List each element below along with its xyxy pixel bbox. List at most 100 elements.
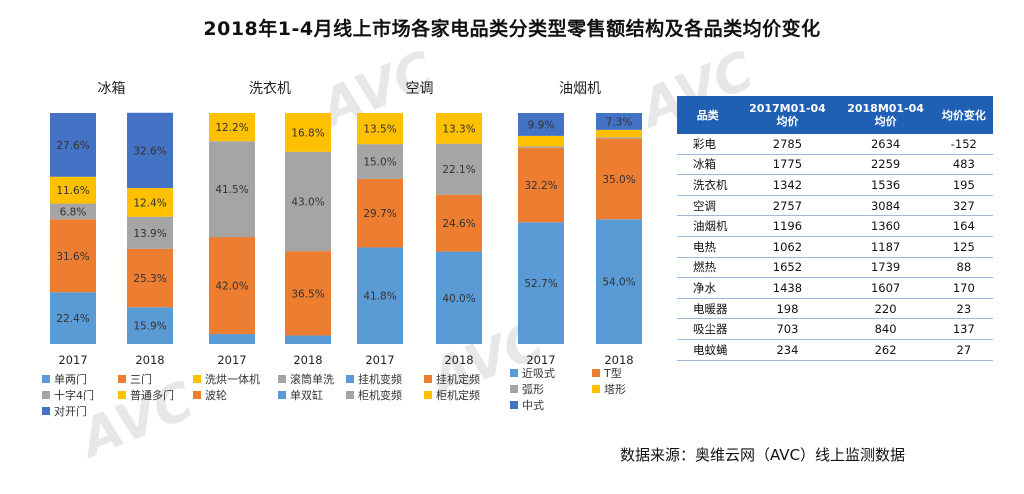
data-label: 6.8% xyxy=(60,206,87,218)
data-label: 31.6% xyxy=(56,251,89,263)
table-cell: 1196 xyxy=(738,215,837,237)
data-label: 41.5% xyxy=(215,184,248,196)
bar-segment xyxy=(596,138,642,220)
data-label: 35.0% xyxy=(602,174,635,186)
table-cell: 1739 xyxy=(836,257,935,279)
legend-swatch xyxy=(42,407,50,415)
table-row: 吸尘器 703 840 137 xyxy=(677,318,993,340)
legend-label: 塔形 xyxy=(604,383,626,396)
data-label: 15.9% xyxy=(133,321,166,333)
table-cell: 840 xyxy=(836,318,935,340)
data-label: 24.6% xyxy=(442,218,475,230)
bar-segment xyxy=(209,113,255,142)
legend-label: 波轮 xyxy=(205,388,227,402)
legend-swatch xyxy=(510,369,518,377)
bar-segment xyxy=(127,188,173,217)
bar-segment xyxy=(285,335,331,344)
legend-label: 滚筒单洗 xyxy=(290,372,334,386)
data-label: 52.7% xyxy=(524,278,557,290)
table-cell: 1607 xyxy=(836,277,935,299)
bar-segment xyxy=(50,219,96,293)
legend-label: 柜机变频 xyxy=(358,388,402,402)
table-row: 彩电 2785 2634 -152 xyxy=(677,134,993,155)
data-label: 15.0% xyxy=(363,157,396,169)
bar-segment xyxy=(436,143,482,195)
table-cell: 195 xyxy=(934,174,993,196)
legend-swatch xyxy=(42,391,50,399)
table-cell: 327 xyxy=(934,195,993,217)
table-cell: 1652 xyxy=(738,257,837,279)
year-label: 2018 xyxy=(135,353,164,367)
legend-swatch xyxy=(118,375,126,383)
bar-segment xyxy=(357,247,403,344)
table-cell: 空调 xyxy=(677,195,739,217)
table-cell: 262 xyxy=(836,339,935,361)
chart-title: 2018年1-4月线上市场各家电品类分类型零售额结构及各品类均价变化 xyxy=(203,18,821,40)
year-label: 2018 xyxy=(293,353,322,367)
table-header-cell: 2018M01-04 均价 xyxy=(836,96,935,134)
table-cell: 2634 xyxy=(836,134,935,155)
table-row: 冰箱 1775 2259 483 xyxy=(677,154,993,176)
bar-segment xyxy=(518,146,564,148)
table-body: 彩电 2785 2634 -152 冰箱 1775 2259 483 洗衣机 1342 1536 19… xyxy=(677,134,993,361)
legend-label: 弧形 xyxy=(522,382,544,396)
table-row: 油烟机 1196 1360 164 xyxy=(677,215,993,237)
bar-segment xyxy=(518,113,564,136)
table-cell: 23 xyxy=(934,298,993,320)
table-header-cell: 品类 xyxy=(677,96,739,134)
legend-swatch xyxy=(592,385,600,393)
legend-swatch xyxy=(424,391,432,399)
table-cell: 洗衣机 xyxy=(677,174,739,196)
table-cell: 1342 xyxy=(738,174,837,196)
table-cell: 220 xyxy=(836,298,935,320)
bar-segment xyxy=(127,248,173,308)
bar-segment xyxy=(518,222,564,344)
data-label: 12.4% xyxy=(133,197,166,209)
table-cell: 1775 xyxy=(738,154,837,176)
source-note: 数据来源：奥维云网（AVC）线上监测数据 xyxy=(620,446,906,464)
legend-label: 柜机定频 xyxy=(436,388,480,402)
bar-segment xyxy=(127,112,173,189)
group-title: 油烟机 xyxy=(559,81,601,97)
data-label: 54.0% xyxy=(602,277,635,289)
table-cell: 油烟机 xyxy=(677,215,739,237)
bar-segment xyxy=(596,129,642,138)
table-cell: 164 xyxy=(934,215,993,237)
table-cell: 137 xyxy=(934,318,993,340)
group-title: 冰箱 xyxy=(98,81,126,97)
table-cell: 彩电 xyxy=(677,134,739,155)
data-label: 16.8% xyxy=(291,127,324,139)
data-label: 32.2% xyxy=(524,180,557,192)
legend-label: 中式 xyxy=(522,399,544,412)
legend-swatch xyxy=(278,391,286,399)
legend-label: 十字4门 xyxy=(54,388,94,402)
data-label: 13.9% xyxy=(133,228,166,240)
table-cell: -152 xyxy=(934,134,993,155)
year-label: 2017 xyxy=(58,353,87,367)
table-row: 电蚊蝇 234 262 27 xyxy=(677,339,993,361)
table-cell: 170 xyxy=(934,277,993,299)
legend-label: 三门 xyxy=(130,372,152,386)
table-cell: 电热 xyxy=(677,236,739,258)
group-title: 空调 xyxy=(406,81,434,97)
bar-segment xyxy=(127,216,173,249)
table-cell: 1360 xyxy=(836,215,935,237)
table-cell: 88 xyxy=(934,257,993,279)
data-label: 11.6% xyxy=(56,185,89,197)
bar-segment xyxy=(357,113,403,145)
table-cell: 2757 xyxy=(738,195,837,217)
legend-label: 挂机定频 xyxy=(436,372,480,386)
table-row: 电热 1062 1187 125 xyxy=(677,236,993,258)
legend-swatch xyxy=(510,385,518,393)
data-label: 22.1% xyxy=(442,164,475,176)
bar-segment xyxy=(50,292,96,344)
bar-segment xyxy=(209,334,255,344)
table-cell: 234 xyxy=(738,339,837,361)
year-label: 2017 xyxy=(365,353,394,367)
legend-swatch xyxy=(424,375,432,383)
legend-label: 普通多门 xyxy=(130,388,174,402)
table-cell: 27 xyxy=(934,339,993,361)
table-cell: 2259 xyxy=(836,154,935,176)
bar-segment xyxy=(596,137,642,139)
table-cell: 燃热 xyxy=(677,257,739,279)
